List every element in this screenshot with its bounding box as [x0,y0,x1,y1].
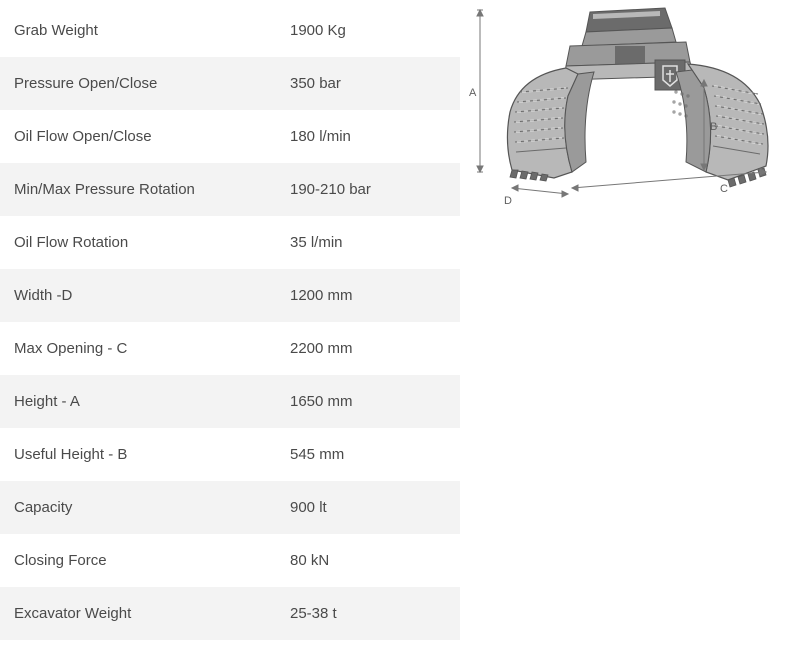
spec-label: Closing Force [0,552,290,569]
spec-value: 180 l/min [290,128,460,145]
spec-table: Grab Weight1900 KgPressure Open/Close350… [0,0,460,649]
spec-value: 350 bar [290,75,460,92]
spec-row: Height - A1650 mm [0,375,460,428]
spec-label: Pressure Open/Close [0,75,290,92]
spec-value: 545 mm [290,446,460,463]
dim-label-a: A [469,87,477,99]
spec-value: 25-38 t [290,605,460,622]
spec-row: Excavator Weight25-38 t [0,587,460,640]
spec-label: Height - A [0,393,290,410]
spec-label: Capacity [0,499,290,516]
spec-label: Excavator Weight [0,605,290,622]
spec-row: Oil Flow Rotation35 l/min [0,216,460,269]
spec-value: 1200 mm [290,287,460,304]
spec-row: Capacity900 lt [0,481,460,534]
spec-row: Grab Weight1900 Kg [0,4,460,57]
spec-value: 2200 mm [290,340,460,357]
spec-value: 80 kN [290,552,460,569]
spec-value: 35 l/min [290,234,460,251]
product-diagram: A [460,0,800,649]
spec-row: Closing Force80 kN [0,534,460,587]
grapple-diagram-svg: A [460,2,800,212]
spec-value: 900 lt [290,499,460,516]
spec-value: 1900 Kg [290,22,460,39]
spec-row: Useful Height - B545 mm [0,428,460,481]
spec-value: 190-210 bar [290,181,460,198]
spec-row: Max Opening - C2200 mm [0,322,460,375]
left-jaw [507,68,594,181]
spec-label: Width -D [0,287,290,304]
dim-label-c: C [720,183,728,195]
spec-label: Grab Weight [0,22,290,39]
dim-label-b: B [710,121,717,133]
spec-label: Useful Height - B [0,446,290,463]
dim-label-d: D [504,195,512,207]
spec-label: Max Opening - C [0,340,290,357]
spec-label: Oil Flow Rotation [0,234,290,251]
spec-value: 1650 mm [290,393,460,410]
spec-label: Min/Max Pressure Rotation [0,181,290,198]
rotator-head [582,8,676,46]
right-jaw [676,64,768,187]
spec-label: Oil Flow Open/Close [0,128,290,145]
spec-row: Pressure Open/Close350 bar [0,57,460,110]
spec-row: Width -D1200 mm [0,269,460,322]
spec-row: Oil Flow Open/Close180 l/min [0,110,460,163]
spec-row: Min/Max Pressure Rotation190-210 bar [0,163,460,216]
